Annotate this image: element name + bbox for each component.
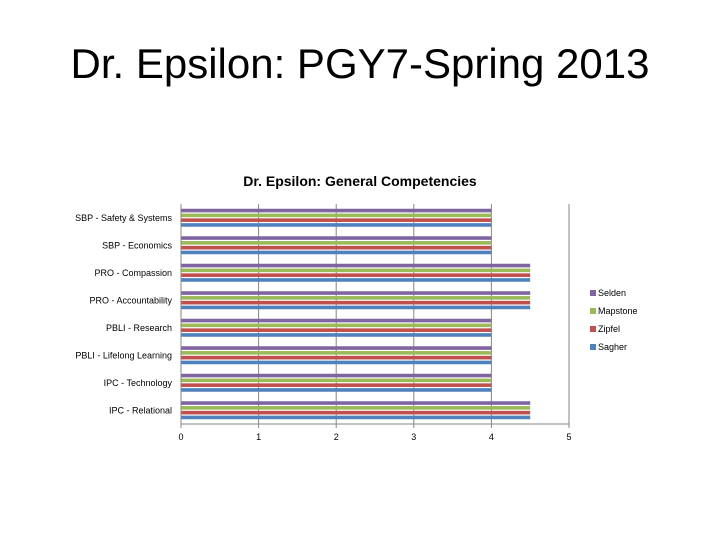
category-label: PRO - Accountability bbox=[89, 295, 172, 305]
bar-zipfel-7 bbox=[181, 410, 531, 415]
legend-swatch-mapstone bbox=[590, 308, 596, 314]
x-tick-label: 3 bbox=[411, 432, 416, 442]
category-label: IPC - Relational bbox=[109, 405, 172, 415]
legend-swatch-sagher bbox=[590, 344, 596, 350]
bar-sagher-2 bbox=[181, 278, 531, 282]
bar-selden-5 bbox=[181, 346, 492, 350]
x-tick-label: 1 bbox=[256, 432, 261, 442]
bar-selden-1 bbox=[181, 236, 492, 240]
bar-sagher-3 bbox=[181, 305, 531, 310]
slide-title: Dr. Epsilon: PGY7-Spring 2013 bbox=[70, 40, 650, 87]
bar-selden-2 bbox=[181, 263, 531, 268]
bar-mapstone-3 bbox=[181, 296, 531, 300]
bar-mapstone-4 bbox=[181, 323, 492, 328]
legend-label-zipfel: Zipfel bbox=[598, 324, 620, 334]
legend-label-selden: Selden bbox=[598, 288, 626, 298]
bar-zipfel-1 bbox=[181, 245, 492, 250]
bar-selden-0 bbox=[181, 208, 492, 213]
category-label: PBLI - Research bbox=[106, 323, 172, 333]
bars bbox=[181, 208, 531, 420]
legend-swatch-zipfel bbox=[590, 326, 596, 332]
legend-label-mapstone: Mapstone bbox=[598, 306, 638, 316]
category-label: IPC - Technology bbox=[104, 378, 173, 388]
category-label: PRO - Compassion bbox=[94, 268, 172, 278]
x-tick-label: 4 bbox=[489, 432, 494, 442]
axes bbox=[180, 204, 569, 425]
bar-mapstone-2 bbox=[181, 268, 531, 273]
legend: Selden Mapstone Zipfel Sagher bbox=[590, 288, 638, 352]
category-label: SBP - Safety & Systems bbox=[75, 213, 172, 223]
bar-sagher-7 bbox=[181, 415, 531, 420]
legend-swatch-selden bbox=[590, 290, 596, 296]
bar-mapstone-0 bbox=[181, 213, 492, 218]
tick-labels: 0 1 2 3 4 5 bbox=[178, 432, 571, 442]
category-label: SBP - Economics bbox=[102, 240, 172, 250]
bar-sagher-5 bbox=[181, 360, 492, 365]
category-label: PBLI - Lifelong Learning bbox=[75, 350, 172, 360]
bar-zipfel-4 bbox=[181, 328, 492, 332]
x-tick-label: 0 bbox=[178, 432, 183, 442]
bar-selden-3 bbox=[181, 291, 531, 295]
x-tick-label: 2 bbox=[334, 432, 339, 442]
bar-zipfel-5 bbox=[181, 355, 492, 360]
bar-selden-7 bbox=[181, 401, 531, 405]
bar-sagher-4 bbox=[181, 333, 492, 337]
bar-mapstone-7 bbox=[181, 406, 531, 410]
bar-zipfel-3 bbox=[181, 300, 531, 305]
bar-mapstone-6 bbox=[181, 378, 492, 383]
bar-sagher-0 bbox=[181, 223, 492, 227]
bar-zipfel-0 bbox=[181, 218, 492, 222]
bar-sagher-1 bbox=[181, 250, 492, 255]
category-labels: SBP - Safety & Systems SBP - Economics PRO… bbox=[75, 213, 172, 416]
bar-selden-6 bbox=[181, 373, 492, 378]
bar-mapstone-1 bbox=[181, 241, 492, 245]
bar-zipfel-2 bbox=[181, 273, 531, 277]
bar-zipfel-6 bbox=[181, 383, 492, 387]
legend-label-sagher: Sagher bbox=[598, 342, 627, 352]
bar-sagher-6 bbox=[181, 388, 492, 392]
gridlines bbox=[180, 204, 570, 428]
bar-mapstone-5 bbox=[181, 351, 492, 355]
x-tick-label: 5 bbox=[566, 432, 571, 442]
chart-title: Dr. Epsilon: General Competencies bbox=[243, 173, 477, 189]
bar-selden-4 bbox=[181, 318, 492, 323]
